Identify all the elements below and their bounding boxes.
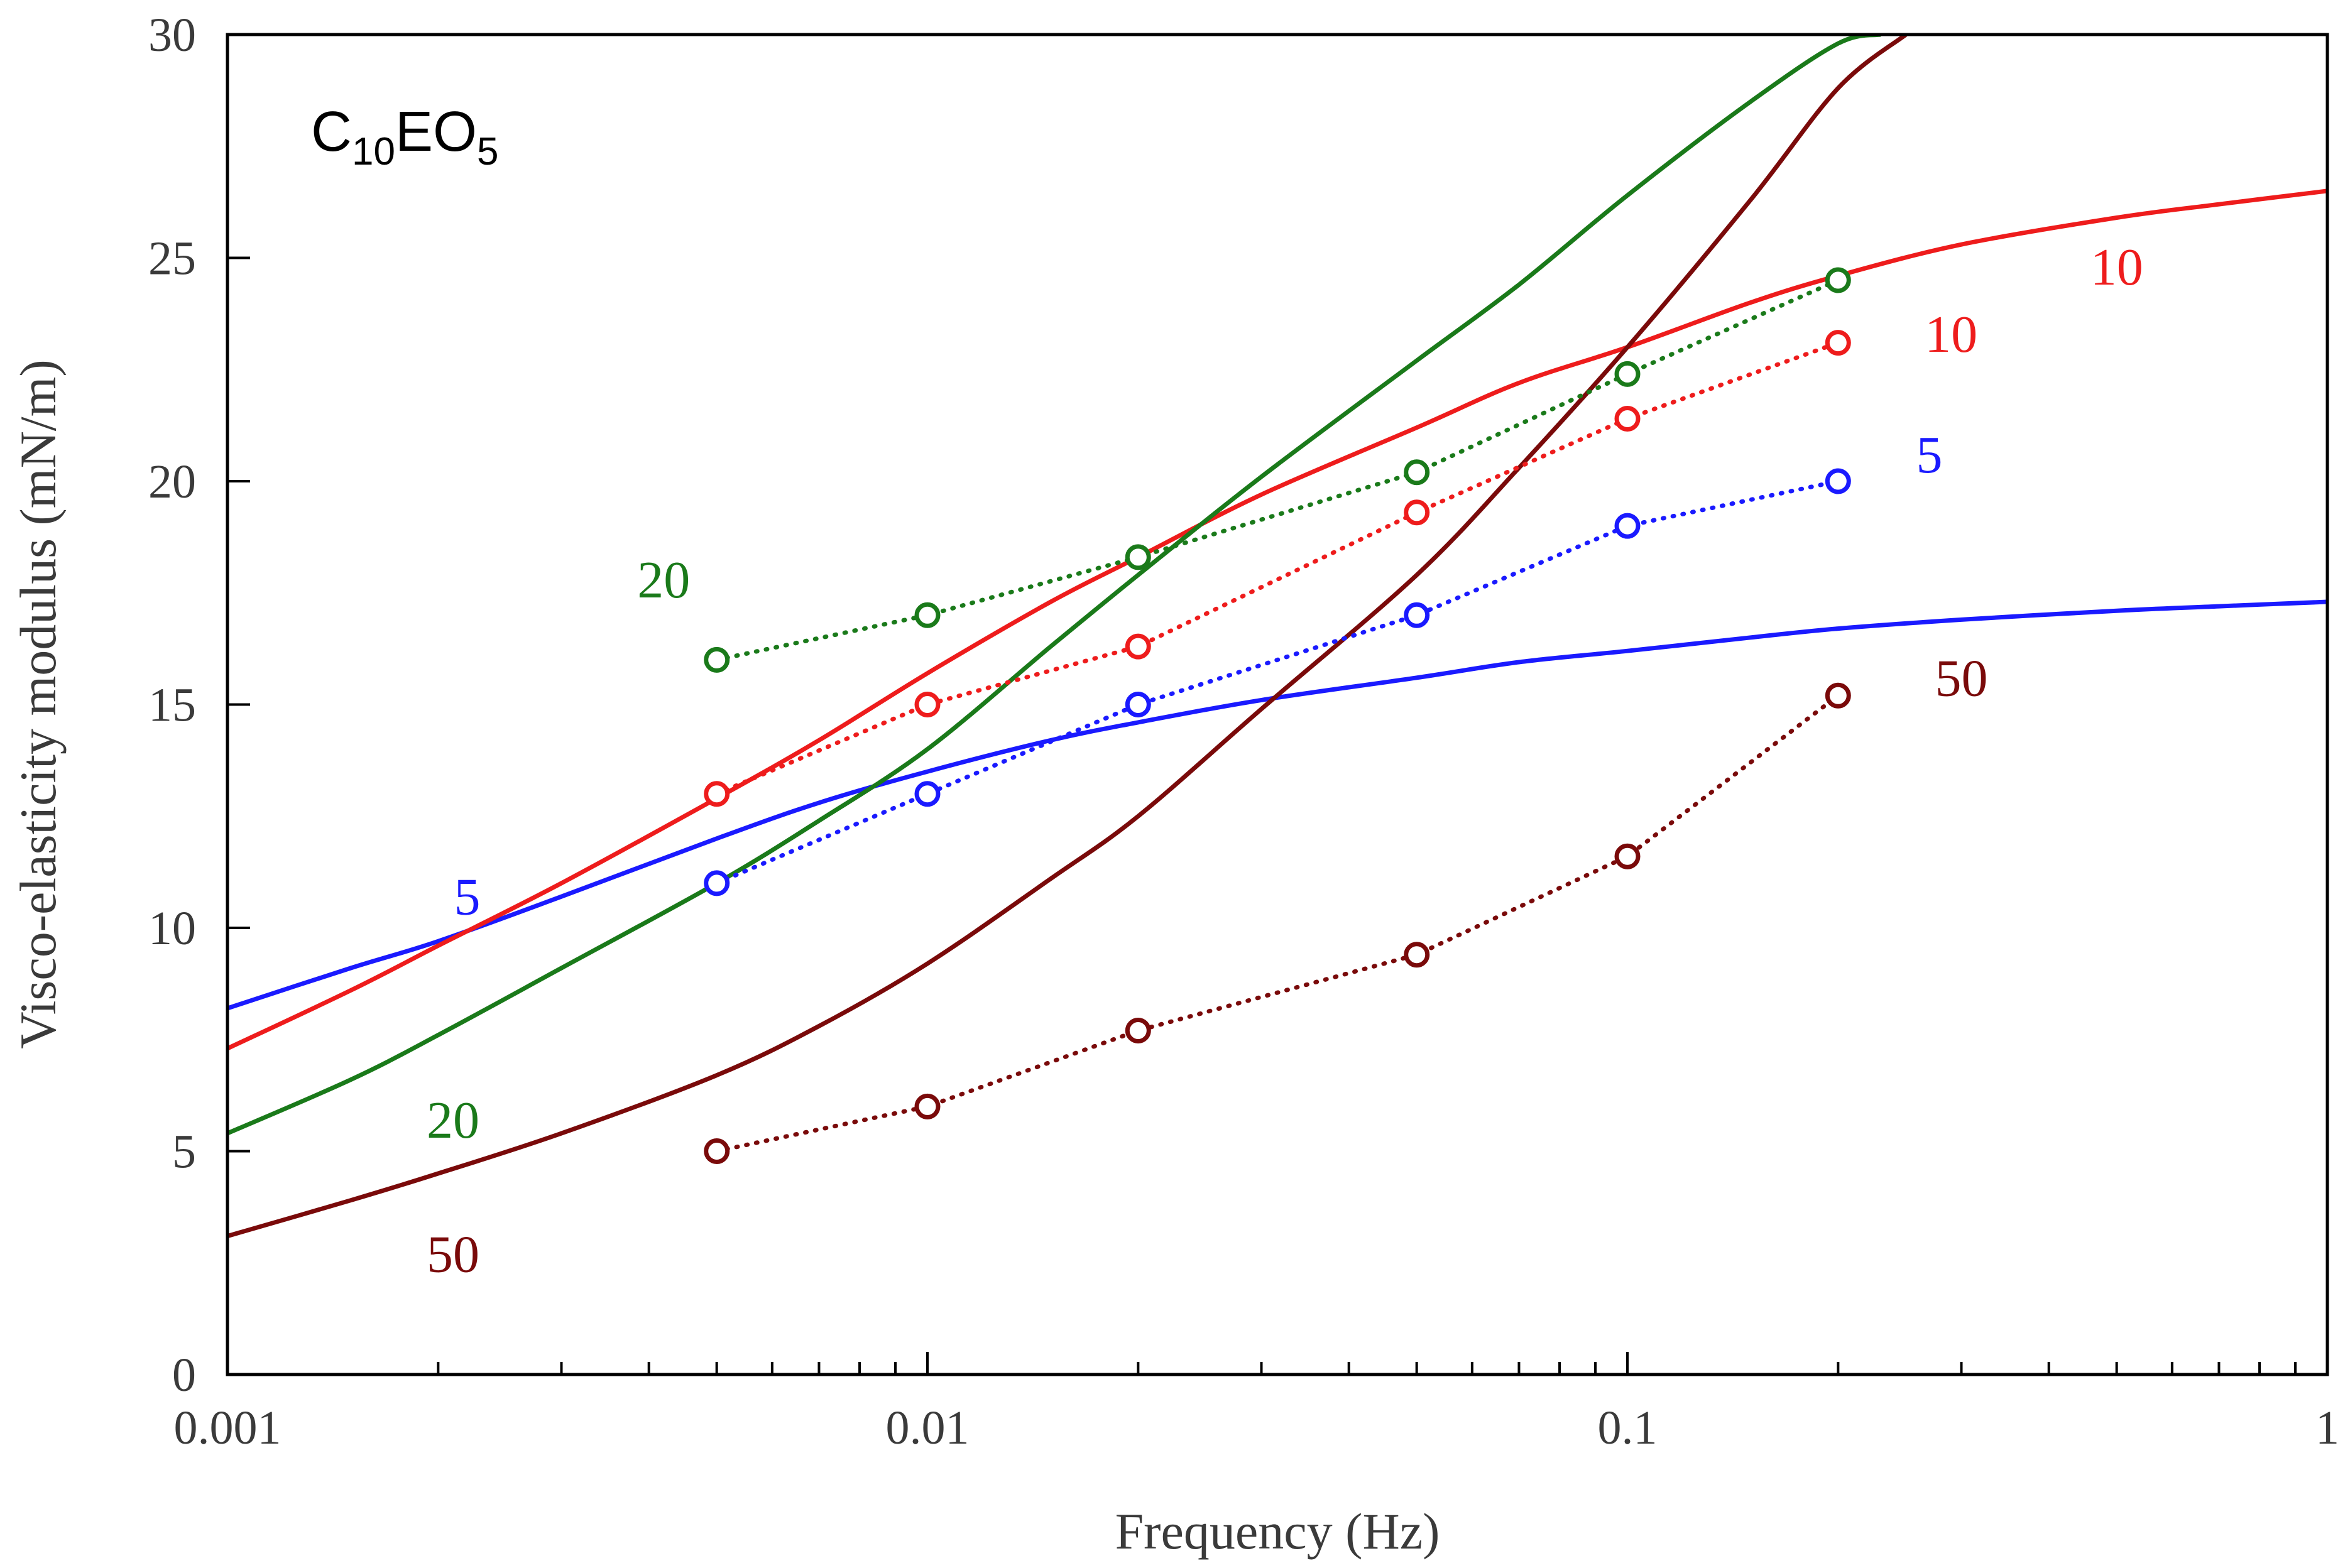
- series-line-model-10: [227, 188, 2327, 1051]
- data-point-10-3: [1404, 499, 1430, 526]
- y-tick-label: 10: [148, 902, 196, 955]
- series-line-measured-20: [714, 278, 1840, 662]
- data-point-10-0: [704, 781, 730, 807]
- y-tick-label: 20: [148, 455, 196, 508]
- series-line-model-20: [227, 35, 1881, 1136]
- data-point-20-5: [1825, 267, 1851, 293]
- data-point-10-2: [1125, 633, 1151, 660]
- series-line-measured-50: [714, 693, 1840, 1153]
- data-point-20-4: [1614, 361, 1641, 387]
- data-point-10-4: [1614, 406, 1641, 432]
- series-line-model-50: [227, 35, 1908, 1238]
- data-point-5-4: [1614, 513, 1641, 539]
- series-annotations: 5 20 50 20 10 10 5 50: [427, 238, 2143, 1283]
- series-label: 10: [1925, 305, 1977, 364]
- series-line-measured-10: [714, 340, 1840, 797]
- y-axis-title: Visco-elasticity modulus (mN/m): [9, 359, 67, 1048]
- x-tick-label: 0.001: [174, 1402, 281, 1454]
- series-label: 20: [427, 1091, 479, 1150]
- y-tick-label: 0: [172, 1349, 196, 1402]
- y-tick-label: 25: [148, 232, 196, 285]
- series-label: 5: [1916, 426, 1943, 484]
- series-label: 50: [427, 1226, 479, 1284]
- series-line-measured-5: [714, 479, 1840, 886]
- data-point-20-3: [1404, 459, 1430, 486]
- data-point-50-4: [1614, 843, 1641, 869]
- data-point-10-1: [914, 692, 941, 717]
- x-axis-title: Frequency (Hz): [1115, 1503, 1440, 1560]
- x-tick-label: 0.01: [886, 1402, 970, 1454]
- data-point-5-5: [1825, 468, 1851, 494]
- data-point-50-2: [1125, 1018, 1151, 1043]
- series-label: 10: [2090, 238, 2143, 297]
- marker-layer: [704, 267, 1851, 1164]
- series-label: 5: [454, 868, 481, 927]
- data-point-50-0: [704, 1138, 730, 1164]
- x-tick-label: 0.1: [1598, 1402, 1658, 1454]
- series-line-model-5: [227, 599, 2327, 1011]
- y-tick-label: 15: [148, 679, 196, 732]
- chart-title: C10EO5: [311, 101, 499, 173]
- data-point-10-5: [1825, 330, 1851, 356]
- data-point-20-1: [914, 602, 941, 628]
- data-point-20-0: [704, 646, 730, 673]
- data-point-5-2: [1125, 692, 1151, 717]
- series-label: 20: [637, 551, 690, 609]
- y-tick-label: 30: [148, 9, 196, 62]
- data-point-50-3: [1404, 942, 1430, 968]
- data-point-5-1: [914, 781, 941, 807]
- data-point-20-2: [1125, 544, 1151, 570]
- y-tick-label: 5: [172, 1126, 196, 1179]
- data-point-50-1: [914, 1093, 941, 1119]
- data-layer: [227, 35, 2327, 1238]
- data-point-5-3: [1404, 602, 1430, 628]
- data-point-50-5: [1825, 682, 1851, 709]
- x-tick-label: 1: [2315, 1402, 2339, 1454]
- series-label: 50: [1935, 649, 1988, 707]
- data-point-5-0: [704, 870, 730, 896]
